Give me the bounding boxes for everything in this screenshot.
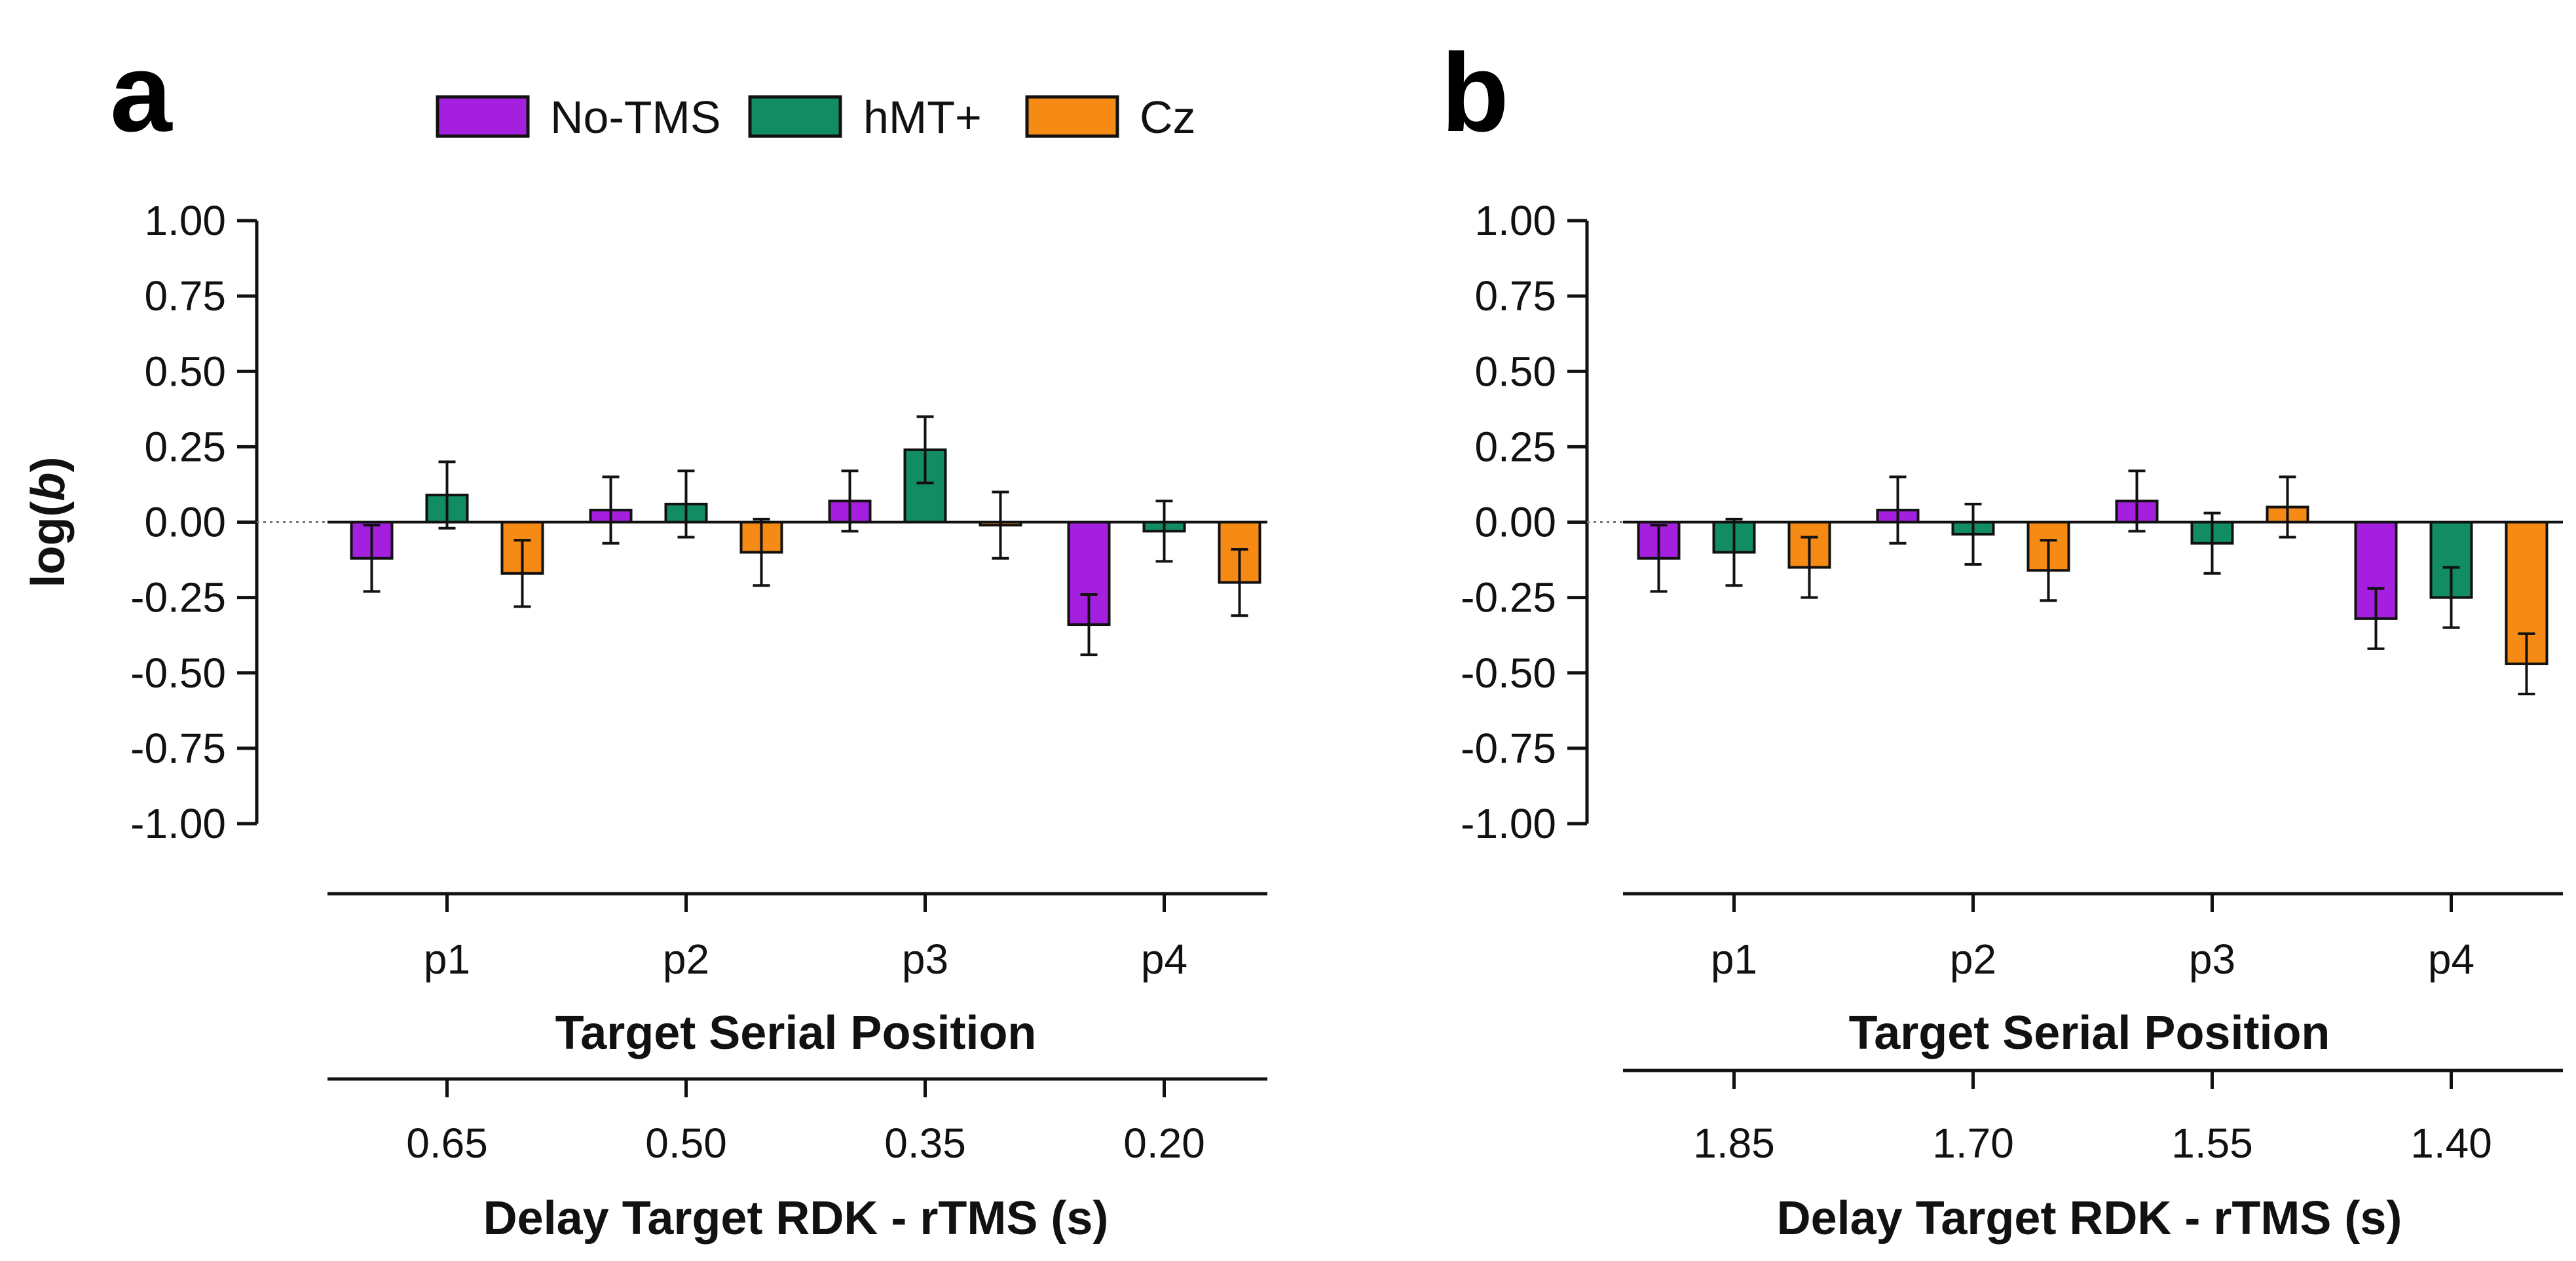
- delay-tick-label: 0.65: [406, 1120, 488, 1167]
- x-tick-label: p3: [902, 936, 948, 983]
- x-tick-label: p2: [663, 936, 709, 983]
- y-axis-title: log(b): [22, 457, 75, 588]
- y-tick-label: 0.00: [1474, 499, 1556, 546]
- panel-letter: a: [110, 31, 173, 155]
- legend-label-hmt-: hMT+: [863, 92, 982, 143]
- y-tick-label: 1.00: [144, 197, 226, 244]
- y-tick-label: 0.75: [1474, 272, 1556, 320]
- x-tick-label: p3: [2189, 936, 2235, 983]
- y-axis-title-pre: log(: [22, 501, 75, 587]
- y-tick-label: -0.25: [130, 574, 226, 621]
- y-tick-label: 1.00: [1474, 197, 1556, 244]
- x-tick-label: p4: [1141, 936, 1187, 983]
- x-tick-label: p2: [1950, 936, 1996, 983]
- legend: No-TMS hMT+ Cz: [436, 92, 1196, 143]
- y-tick-label: -1.00: [130, 800, 226, 847]
- y-tick-label: 0.75: [144, 272, 226, 320]
- legend-label-no-tms: No-TMS: [550, 92, 721, 143]
- bar-cz-p4: [2505, 521, 2548, 665]
- y-axis-title-var: b: [22, 473, 75, 502]
- panel-a: a 1.00 0.75 0.50 0.25 0.00 -0.25 -0.50 -0.75 -1.0…: [22, 31, 1267, 1245]
- x-tick-label: p1: [424, 936, 470, 983]
- delay-tick-label: 0.50: [645, 1120, 727, 1167]
- legend-swatch-cz: [1025, 95, 1119, 138]
- y-tick-label: -0.50: [130, 649, 226, 697]
- x-tick-label: p4: [2428, 936, 2474, 983]
- panel-b: b 1.00 0.75 0.50 0.25 0.00 -0.25 -0.50 -0.75 -1.0…: [1441, 31, 2563, 1245]
- delay-tick-label: 1.70: [1932, 1120, 2014, 1167]
- delay-tick-label: 0.20: [1123, 1120, 1205, 1167]
- legend-swatch-no-tms: [436, 95, 530, 138]
- legend-label-cz: Cz: [1140, 92, 1196, 143]
- delay-tick-label: 0.35: [884, 1120, 966, 1167]
- delay-axis-title: Delay Target RDK - rTMS (s): [483, 1192, 1109, 1245]
- legend-swatch-hmt-: [748, 95, 842, 138]
- y-tick-label: -0.25: [1461, 574, 1556, 621]
- y-tick-label: 0.00: [144, 499, 226, 546]
- y-tick-label: 0.25: [144, 423, 226, 470]
- y-tick-label: -1.00: [1461, 800, 1556, 847]
- y-tick-label: -0.75: [130, 725, 226, 772]
- y-tick-label: 0.25: [1474, 423, 1556, 470]
- x-tick-label: p1: [1711, 936, 1757, 983]
- y-axis-title-post: ): [22, 457, 75, 473]
- y-tick-label: -0.50: [1461, 649, 1556, 697]
- y-tick-label: 0.50: [1474, 348, 1556, 395]
- x-axis-title: Target Serial Position: [1849, 1007, 2330, 1059]
- delay-tick-label: 1.55: [2171, 1120, 2253, 1167]
- x-axis-title: Target Serial Position: [555, 1007, 1037, 1059]
- delay-tick-label: 1.85: [1693, 1120, 1775, 1167]
- panel-letter: b: [1441, 31, 1509, 155]
- y-tick-label: -0.75: [1461, 725, 1556, 772]
- delay-tick-label: 1.40: [2410, 1120, 2492, 1167]
- delay-axis-title: Delay Target RDK - rTMS (s): [1777, 1192, 2402, 1245]
- y-tick-label: 0.50: [144, 348, 226, 395]
